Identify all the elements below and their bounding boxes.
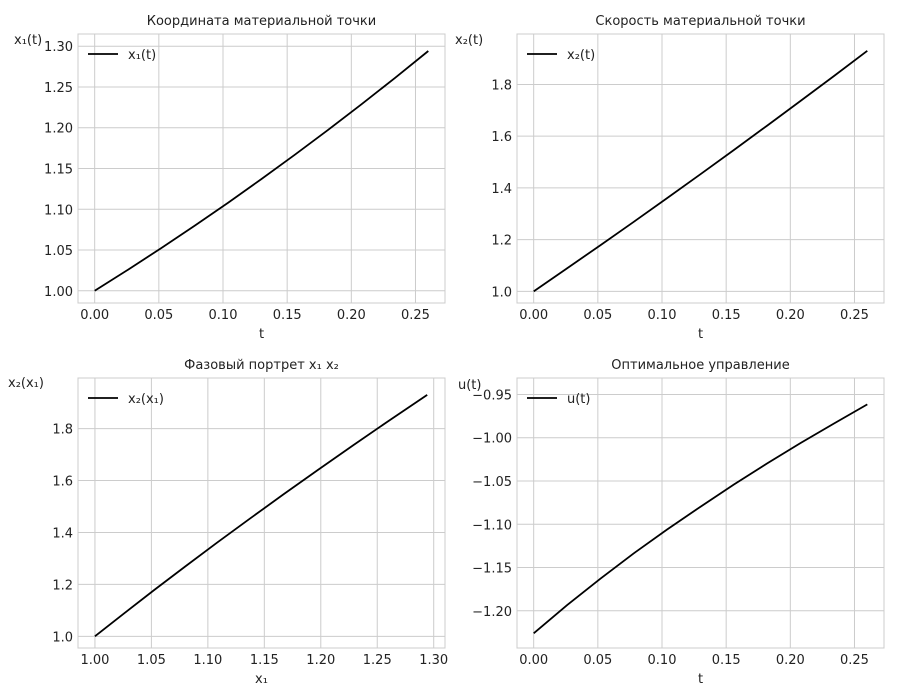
plot-frame xyxy=(516,377,885,649)
y-tick-label: 1.10 xyxy=(44,203,73,218)
x-axis-label: x₁ xyxy=(255,672,268,687)
y-tick-label: 1.2 xyxy=(52,578,73,593)
x-tick-label: 1.25 xyxy=(363,653,392,668)
y-tick-label: 1.2 xyxy=(491,234,512,249)
y-tick-label: −1.00 xyxy=(472,432,512,447)
series-line xyxy=(94,394,428,638)
y-tick-label: 1.15 xyxy=(44,163,73,178)
legend-label: u(t) xyxy=(567,392,590,407)
x-tick-label: 0.10 xyxy=(648,653,677,668)
x-tick-label: 0.20 xyxy=(776,308,805,323)
y-tick-label: −1.20 xyxy=(472,605,512,620)
series-line xyxy=(533,403,868,634)
x-tick-label: 1.30 xyxy=(419,653,448,668)
y-axis-label: x₂(t) xyxy=(455,33,483,48)
x-tick-label: 1.00 xyxy=(80,653,109,668)
x-axis-label: t xyxy=(698,327,703,342)
x-tick-label: 1.20 xyxy=(306,653,335,668)
chart-panel: 1.00 1.05 1.10 1.15 1.20 1.25 1.30 1.0 1.2 1.4 1.6… xyxy=(8,358,448,687)
y-axis-label: x₁(t) xyxy=(14,33,42,48)
y-tick-label: 1.0 xyxy=(491,285,512,300)
y-tick-label: 1.8 xyxy=(491,78,512,93)
x-axis-label: t xyxy=(698,672,703,687)
x-tick-label: 0.25 xyxy=(401,308,430,323)
series-line xyxy=(94,50,429,292)
y-tick-label: 1.05 xyxy=(44,244,73,259)
y-tick-label: −1.15 xyxy=(472,562,512,577)
chart-panel: 0.00 0.05 0.10 0.15 0.20 0.25 1.00 1.05 1.10 1.15… xyxy=(14,14,446,342)
plot-frame xyxy=(516,33,885,304)
y-tick-label: 1.30 xyxy=(44,40,73,55)
chart-title: Скорость материальной точки xyxy=(595,14,805,29)
y-tick-label: 1.6 xyxy=(52,475,73,490)
x-tick-label: 0.05 xyxy=(144,308,173,323)
x-tick-label: 0.05 xyxy=(583,653,612,668)
chart-title: Фазовый портрет x₁ x₂ xyxy=(184,358,339,373)
y-tick-label: 1.6 xyxy=(491,130,512,145)
y-tick-label: 1.20 xyxy=(44,122,73,137)
chart-title: Оптимальное управление xyxy=(611,358,789,373)
x-axis-label: t xyxy=(259,327,264,342)
x-tick-label: 0.10 xyxy=(648,308,677,323)
legend-label: x₁(t) xyxy=(128,48,156,63)
chart-title: Координата материальной точки xyxy=(147,14,377,29)
legend-label: x₂(t) xyxy=(567,48,595,63)
y-tick-label: 1.4 xyxy=(52,526,73,541)
plot-frame xyxy=(77,377,446,649)
x-tick-label: 1.15 xyxy=(250,653,279,668)
y-tick-label: −0.95 xyxy=(472,388,512,403)
x-tick-label: 0.20 xyxy=(337,308,366,323)
x-tick-label: 0.00 xyxy=(519,653,548,668)
y-tick-label: 1.4 xyxy=(491,182,512,197)
x-tick-label: 0.05 xyxy=(583,308,612,323)
y-tick-label: 1.25 xyxy=(44,81,73,96)
chart-panel: 0.00 0.05 0.10 0.15 0.20 0.25 1.0 1.2 1.4 1.6 1.8 x… xyxy=(455,14,885,342)
x-tick-label: 0.15 xyxy=(712,653,741,668)
chart-panel: 0.00 0.05 0.10 0.15 0.20 0.25 −1.20 −1.15 −1.10 −… xyxy=(458,358,885,687)
x-tick-label: 0.00 xyxy=(80,308,109,323)
y-tick-label: 1.0 xyxy=(52,630,73,645)
x-tick-label: 0.10 xyxy=(209,308,238,323)
legend-label: x₂(x₁) xyxy=(128,392,164,407)
x-tick-label: 0.15 xyxy=(712,308,741,323)
x-tick-label: 0.20 xyxy=(776,653,805,668)
series-line xyxy=(533,50,868,293)
y-tick-label: 1.8 xyxy=(52,423,73,438)
y-axis-label: x₂(x₁) xyxy=(8,376,44,391)
y-tick-label: −1.05 xyxy=(472,475,512,490)
x-tick-label: 0.25 xyxy=(840,308,869,323)
plot-frame xyxy=(77,33,446,304)
y-tick-label: 1.00 xyxy=(44,285,73,300)
x-tick-label: 1.10 xyxy=(193,653,222,668)
x-tick-label: 0.00 xyxy=(519,308,548,323)
y-axis-label: u(t) xyxy=(458,378,481,393)
y-tick-label: −1.10 xyxy=(472,518,512,533)
x-tick-label: 0.25 xyxy=(840,653,869,668)
x-tick-label: 0.15 xyxy=(273,308,302,323)
x-tick-label: 1.05 xyxy=(137,653,166,668)
